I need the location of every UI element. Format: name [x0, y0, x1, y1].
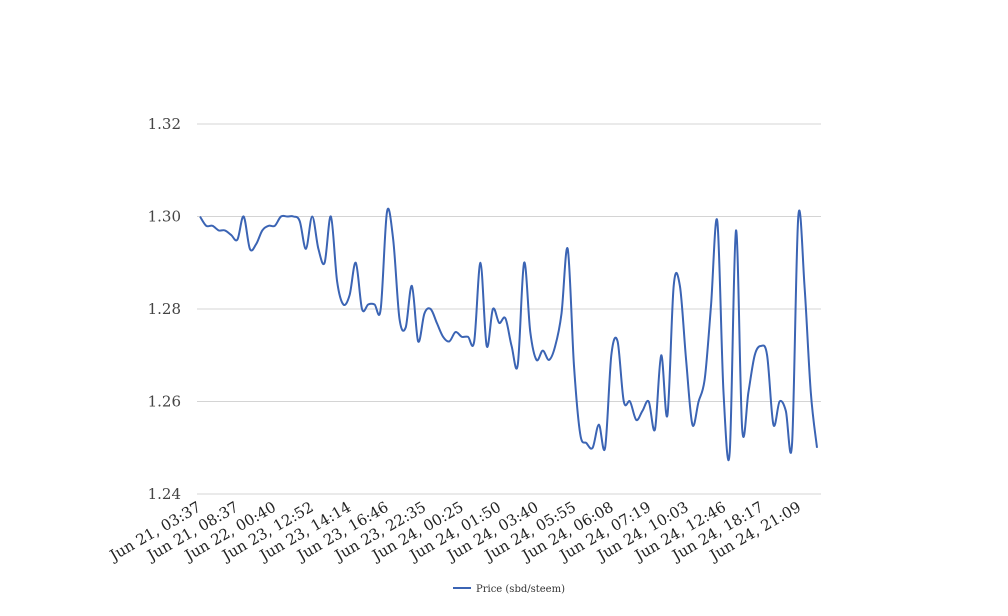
y-tick-label: 1.32: [148, 115, 181, 133]
legend-label: Price (sbd/steem): [476, 584, 565, 595]
y-tick-label: 1.24: [148, 485, 181, 503]
gridlines: [197, 123, 821, 495]
y-tick-label: 1.28: [148, 300, 181, 318]
y-tick-label: 1.26: [148, 393, 181, 411]
series-line: [199, 207, 818, 462]
y-tick-label: 1.30: [148, 208, 181, 226]
y-axis-ticks: 1.32 1.30 1.28 1.26 1.24: [148, 115, 181, 503]
legend: Price (sbd/steem): [453, 584, 565, 595]
series-group: [199, 207, 818, 462]
